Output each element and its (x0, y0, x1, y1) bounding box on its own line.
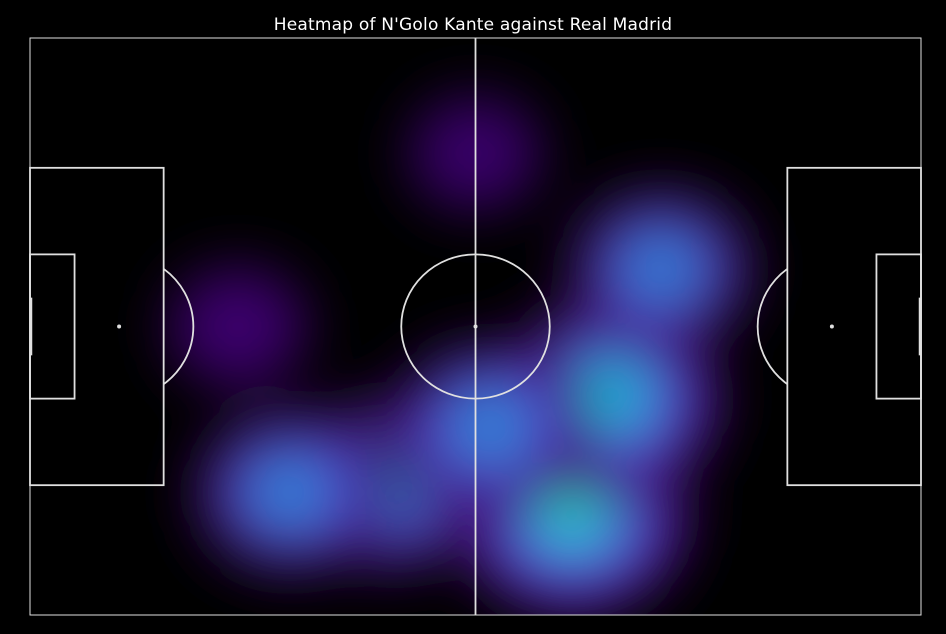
penalty-spot-left (117, 324, 122, 329)
center-spot (473, 324, 478, 329)
heat-peak-5-layer-3 (449, 392, 531, 463)
penalty-area-right (786, 166, 922, 487)
penalty-arc-left (163, 268, 195, 385)
center-circle (400, 253, 551, 400)
chart-title: Heatmap of N'Golo Kante against Real Mad… (273, 15, 673, 35)
heatmap-density (156, 85, 763, 615)
penalty-area-left (29, 166, 165, 487)
penalty-spot-right (829, 324, 834, 329)
heat-blobs (156, 85, 763, 615)
heat-peak-4-layer-3 (250, 458, 330, 527)
six-yard-box-right (875, 253, 922, 400)
heat-peak-2-layer-3 (622, 235, 700, 303)
pitch-markings (29, 37, 922, 616)
penalty-arc-right (756, 268, 788, 385)
heat-peak-7-layer-1 (177, 273, 299, 380)
heat-peak-0-layer-5 (556, 500, 588, 528)
six-yard-box-left (29, 253, 76, 400)
